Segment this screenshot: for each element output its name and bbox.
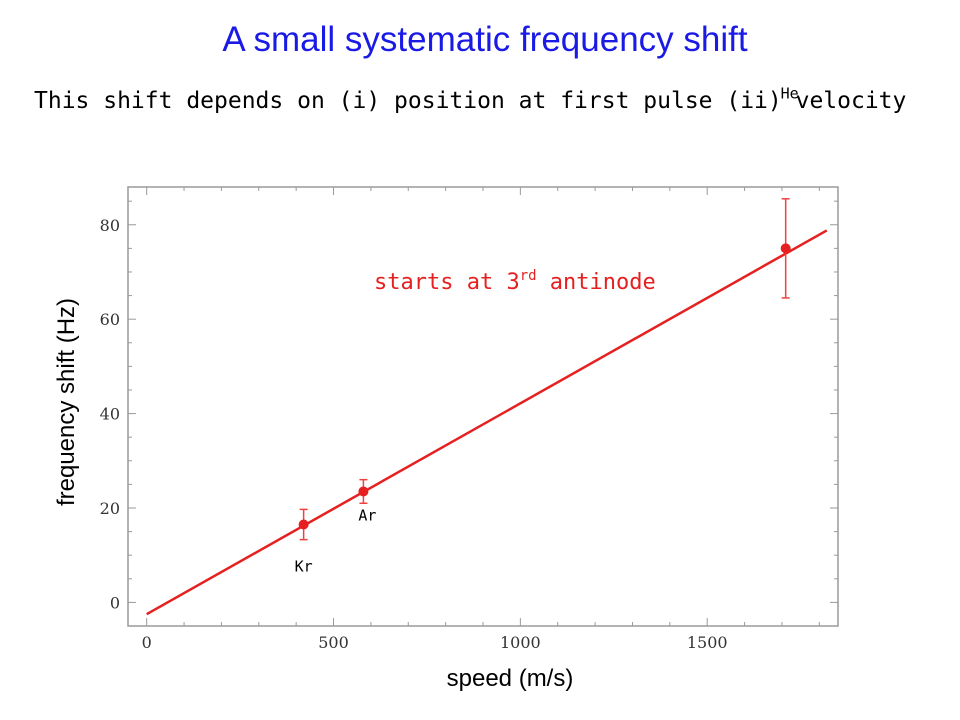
annotation-text: starts at 3 xyxy=(374,270,520,295)
slide-subtitle: This shift depends on (i) position at fi… xyxy=(34,88,907,114)
annotation-superscript: rd xyxy=(520,268,537,284)
annotation-tail: antinode xyxy=(537,270,656,295)
y-tick-label: 40 xyxy=(100,405,120,424)
y-tick-label: 20 xyxy=(100,499,120,518)
x-axis: 0 500 1000 1500 xyxy=(142,187,820,652)
plot-frame xyxy=(127,186,839,627)
y-axis: 0 20 40 60 80 xyxy=(100,200,838,612)
point-label-ar: Ar xyxy=(358,506,376,524)
x-axis-label: speed (m/s) xyxy=(446,665,574,692)
point-label-kr: Kr xyxy=(295,558,313,576)
data-point-he xyxy=(780,243,791,254)
data-point-ar xyxy=(358,486,369,497)
fit-line-group xyxy=(146,229,828,616)
y-tick-label: 80 xyxy=(100,216,120,235)
data-point-kr xyxy=(298,519,309,530)
fit-line xyxy=(146,229,828,616)
x-tick-label: 1000 xyxy=(500,633,541,652)
x-tick-label: 500 xyxy=(318,633,349,652)
point-label-he: He xyxy=(781,84,799,102)
data-points: Kr Ar He xyxy=(295,84,799,575)
x-tick-label: 0 xyxy=(142,633,152,652)
y-axis-label: frequency shift (Hz) xyxy=(53,297,80,507)
y-tick-label: 60 xyxy=(100,310,120,329)
annotation-label: starts at 3rd antinode xyxy=(374,268,656,295)
y-tick-label: 0 xyxy=(110,593,120,612)
slide-title: A small systematic frequency shift xyxy=(222,20,748,59)
x-tick-label: 1500 xyxy=(687,633,728,652)
